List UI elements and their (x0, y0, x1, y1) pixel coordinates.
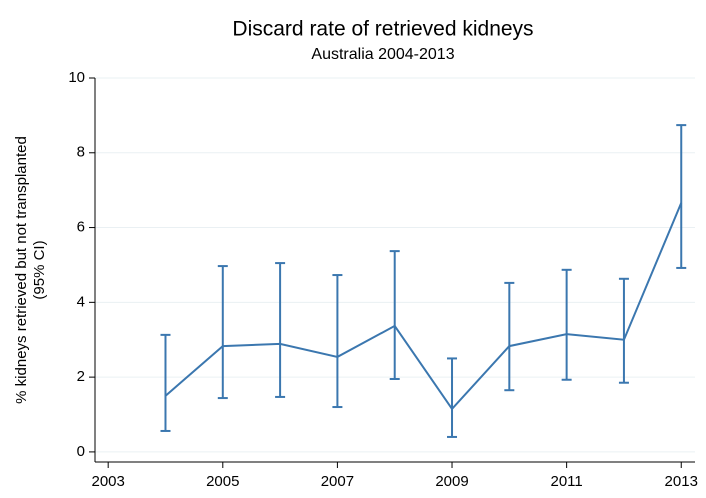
x-tick-label: 2009 (435, 473, 468, 490)
y-axis-label: (95% CI) (31, 240, 48, 299)
x-tick-label: 2013 (665, 473, 698, 490)
y-tick-label: 2 (77, 368, 85, 385)
data-line (164, 202, 683, 411)
y-tick-label: 10 (68, 69, 85, 86)
x-tick-label: 2005 (206, 473, 239, 490)
x-tick-label: 2011 (551, 473, 583, 490)
x-tick-label: 2003 (91, 473, 124, 490)
y-tick-label: 4 (77, 293, 85, 310)
x-tick-label: 2007 (321, 473, 354, 490)
y-tick-label: 0 (77, 443, 85, 460)
y-axis-label: % kidneys retrieved but not transplanted (13, 136, 30, 404)
y-tick-label: 8 (77, 144, 85, 161)
chart-title: Discard rate of retrieved kidneys (232, 18, 533, 41)
chart-subtitle: Australia 2004-2013 (311, 46, 454, 63)
y-tick-label: 6 (77, 219, 85, 236)
